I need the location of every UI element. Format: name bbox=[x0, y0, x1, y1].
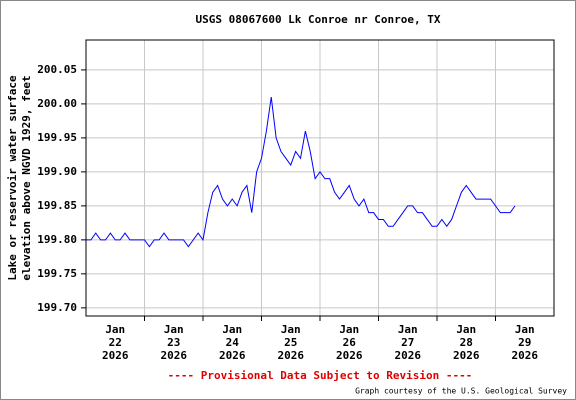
plot-border bbox=[85, 39, 555, 317]
credit: Graph courtesy of the U.S. Geological Su… bbox=[355, 387, 567, 396]
x-tick-label: Jan bbox=[398, 323, 418, 336]
x-tick-label: Jan bbox=[281, 323, 301, 336]
x-tick-label: 2026 bbox=[336, 349, 363, 362]
y-tick-label: 200.05 bbox=[37, 63, 77, 76]
y-tick-label: 199.85 bbox=[37, 199, 77, 212]
x-tick-label: Jan bbox=[456, 323, 476, 336]
x-tick-label: 2026 bbox=[278, 349, 305, 362]
y-axis-label: elevation above NGVD 1929, feet bbox=[20, 75, 33, 280]
y-axis-label: Lake or reservoir water surface bbox=[6, 75, 19, 281]
x-tick-label: 2026 bbox=[102, 349, 129, 362]
data-line bbox=[86, 97, 516, 248]
x-tick-label: 2026 bbox=[453, 349, 480, 362]
x-tick-label: Jan bbox=[105, 323, 125, 336]
y-tick-label: 199.95 bbox=[37, 131, 77, 144]
x-tick-label: 2026 bbox=[395, 349, 422, 362]
chart-title: USGS 08067600 Lk Conroe nr Conroe, TX bbox=[195, 13, 440, 26]
x-tick-label: 2026 bbox=[219, 349, 246, 362]
x-tick-label: 29 bbox=[518, 336, 531, 349]
x-tick-label: Jan bbox=[339, 323, 359, 336]
x-tick-label: 23 bbox=[167, 336, 180, 349]
x-tick-label: 24 bbox=[226, 336, 240, 349]
y-tick-label: 199.90 bbox=[37, 165, 77, 178]
y-tick-label: 200.00 bbox=[37, 97, 77, 110]
y-tick-label: 199.80 bbox=[37, 233, 77, 246]
x-tick-label: 25 bbox=[284, 336, 297, 349]
x-tick-label: Jan bbox=[222, 323, 242, 336]
x-tick-label: 22 bbox=[109, 336, 122, 349]
x-tick-label: 28 bbox=[460, 336, 473, 349]
y-tick-label: 199.70 bbox=[37, 301, 77, 314]
x-tick-label: 2026 bbox=[512, 349, 539, 362]
provisional-note: ---- Provisional Data Subject to Revisio… bbox=[168, 369, 473, 382]
x-tick-label: 2026 bbox=[161, 349, 188, 362]
x-tick-label: Jan bbox=[164, 323, 184, 336]
x-tick-label: 26 bbox=[343, 336, 357, 349]
x-tick-label: 27 bbox=[401, 336, 414, 349]
x-tick-label: Jan bbox=[515, 323, 535, 336]
y-tick-label: 199.75 bbox=[37, 267, 77, 280]
